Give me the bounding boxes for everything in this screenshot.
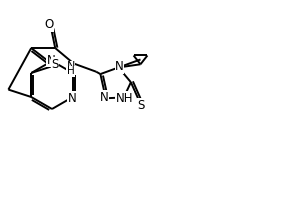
Text: N: N <box>99 91 108 104</box>
Text: N: N <box>68 92 76 105</box>
Text: S: S <box>51 58 59 71</box>
Text: S: S <box>137 99 145 112</box>
Text: H: H <box>67 66 74 76</box>
Text: NH: NH <box>116 92 134 105</box>
Text: N: N <box>66 61 75 71</box>
Text: N: N <box>46 53 56 66</box>
Text: O: O <box>45 18 54 31</box>
Text: N: N <box>115 60 124 73</box>
